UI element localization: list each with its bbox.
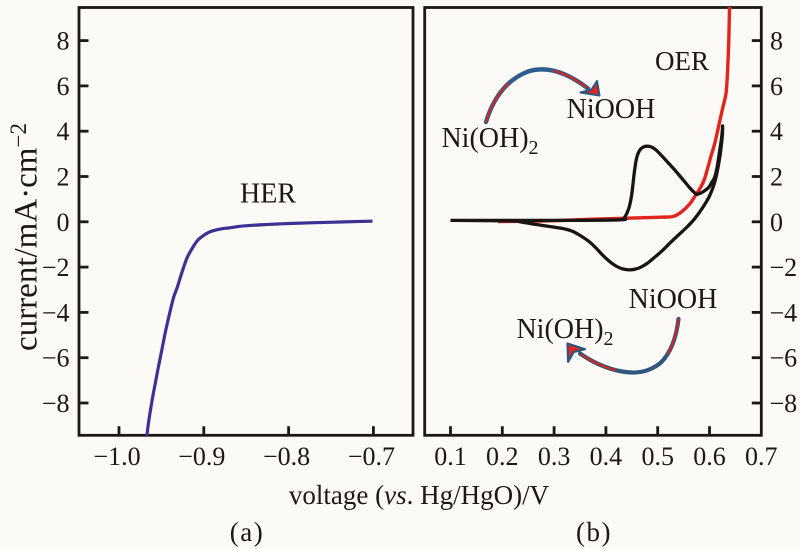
svg-text:0.1: 0.1 bbox=[434, 442, 467, 471]
svg-text:OER: OER bbox=[655, 46, 709, 76]
svg-text:voltage (vs. Hg/HgO)/V: voltage (vs. Hg/HgO)/V bbox=[289, 480, 550, 510]
svg-text:8: 8 bbox=[57, 27, 70, 56]
svg-text:NiOOH: NiOOH bbox=[567, 94, 656, 125]
svg-text:0: 0 bbox=[770, 208, 783, 237]
svg-text:2: 2 bbox=[57, 163, 70, 192]
svg-text:−2: −2 bbox=[42, 253, 70, 282]
svg-text:HER: HER bbox=[240, 179, 296, 210]
svg-text:0.4: 0.4 bbox=[590, 442, 623, 471]
svg-text:current/mA·cm−2: current/mA·cm−2 bbox=[6, 123, 45, 351]
svg-text:4: 4 bbox=[57, 117, 70, 146]
svg-text:(b): (b) bbox=[576, 517, 612, 547]
svg-text:−0.7: −0.7 bbox=[348, 442, 395, 471]
svg-text:−6: −6 bbox=[770, 344, 798, 373]
svg-text:0.6: 0.6 bbox=[693, 442, 726, 471]
svg-text:−8: −8 bbox=[770, 389, 798, 418]
svg-text:6: 6 bbox=[770, 72, 783, 101]
svg-text:−1.0: −1.0 bbox=[93, 442, 140, 471]
svg-text:0.2: 0.2 bbox=[486, 442, 519, 471]
svg-text:(a): (a) bbox=[230, 517, 264, 547]
svg-text:2: 2 bbox=[770, 163, 783, 192]
svg-text:−2: −2 bbox=[770, 253, 798, 282]
svg-text:0: 0 bbox=[57, 208, 70, 237]
svg-text:−0.9: −0.9 bbox=[178, 442, 225, 471]
svg-text:4: 4 bbox=[770, 117, 783, 146]
svg-text:−8: −8 bbox=[42, 389, 70, 418]
svg-text:NiOOH: NiOOH bbox=[629, 284, 718, 315]
svg-text:−0.8: −0.8 bbox=[263, 442, 310, 471]
svg-text:8: 8 bbox=[770, 27, 783, 56]
svg-text:Ni(OH)2: Ni(OH)2 bbox=[441, 123, 538, 159]
svg-text:0.3: 0.3 bbox=[538, 442, 571, 471]
svg-text:−4: −4 bbox=[770, 298, 798, 327]
svg-text:0.5: 0.5 bbox=[641, 442, 674, 471]
svg-text:−4: −4 bbox=[42, 298, 70, 327]
svg-text:Ni(OH)2: Ni(OH)2 bbox=[516, 314, 613, 350]
svg-text:−6: −6 bbox=[42, 344, 70, 373]
svg-text:0.7: 0.7 bbox=[745, 442, 778, 471]
svg-text:6: 6 bbox=[57, 72, 70, 101]
